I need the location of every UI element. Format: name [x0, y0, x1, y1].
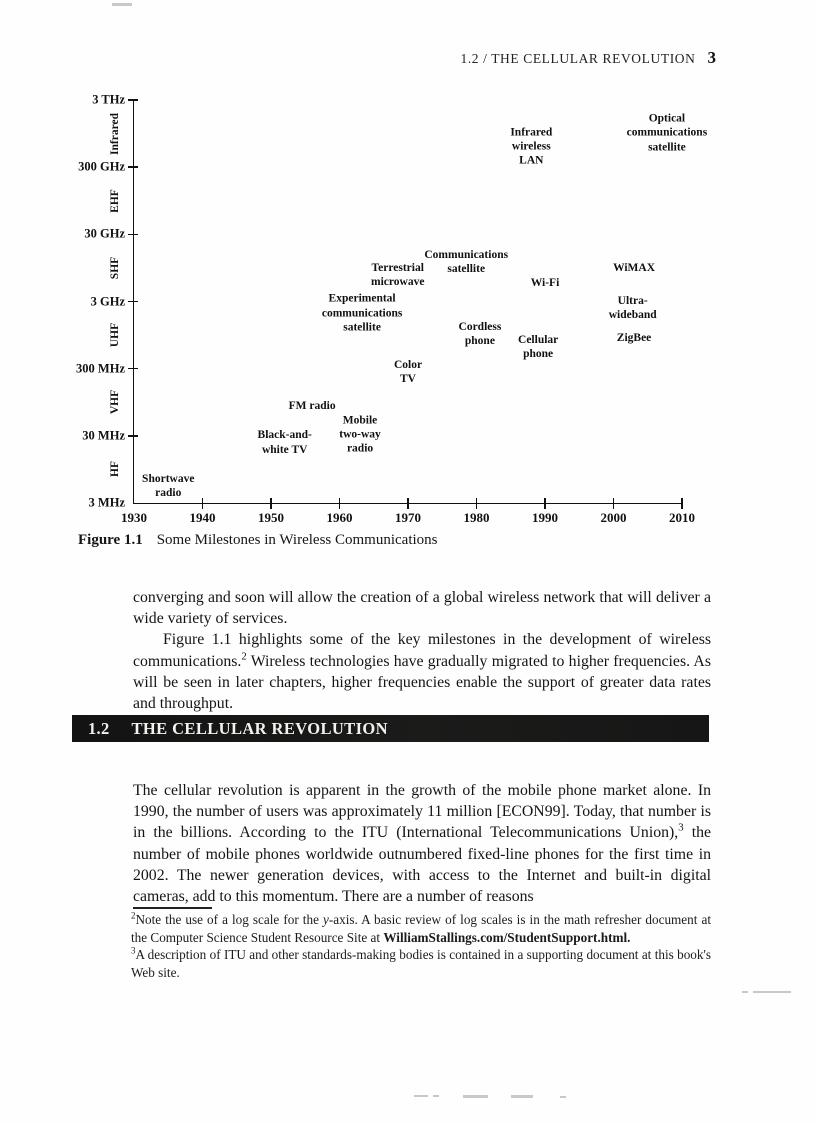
milestone-label: Terrestrial microwave [371, 261, 425, 289]
scan-artifact [753, 991, 791, 993]
x-axis-tick-label: 2010 [669, 510, 695, 525]
x-axis-tick [475, 498, 478, 509]
y-axis-tick-label: 3 THz [92, 92, 125, 107]
footnote-marker-3: 3 [678, 822, 684, 835]
y-axis-tick [128, 233, 138, 236]
x-axis-tick-label: 1930 [121, 510, 147, 525]
running-head: 1.2 / THE CELLULAR REVOLUTION 3 [460, 48, 716, 68]
footnote-2-italic-y: y [323, 912, 329, 927]
y-axis-tick-label: 300 MHz [76, 361, 125, 376]
x-axis-tick [201, 498, 204, 509]
milestone-label: Mobile two-way radio [339, 414, 381, 456]
footnote-3-text: A description of ITU and other standards… [131, 947, 711, 980]
scan-artifact [511, 1095, 533, 1098]
section-heading-bar: 1.2 THE CELLULAR REVOLUTION [72, 715, 709, 742]
x-axis-tick-label: 1960 [326, 510, 353, 525]
figure-caption-text: Some Milestones in Wireless Communicatio… [156, 532, 438, 548]
y-axis-tick-label: 300 GHz [78, 159, 125, 174]
scan-artifact [463, 1095, 488, 1098]
x-axis-tick [544, 498, 546, 509]
footnote-3-marker: 3 [131, 945, 136, 956]
y-axis-tick-label: 3 GHz [90, 294, 125, 308]
x-axis-tick [338, 498, 341, 509]
milestone-label: ZigBee [616, 331, 652, 344]
milestone-label: Black-and- white TV [257, 429, 312, 456]
figure-caption: Figure 1.1 Some Milestones in Wireless Co… [78, 532, 438, 549]
para2-text-b: Wireless technologies have gradually mig… [133, 652, 711, 713]
paragraph-continuation: converging and soon will allow the creat… [133, 588, 711, 628]
scan-artifact [414, 1095, 428, 1097]
milestone-label: Color TV [393, 358, 423, 385]
milestone-label: Ultra- wideband [608, 294, 657, 321]
milestone-label: Cordless phone [458, 320, 502, 347]
para3-text-b: the number of mobile phones worldwide ou… [133, 824, 712, 906]
scan-artifact [112, 3, 132, 6]
frequency-band-label: HF [109, 461, 121, 478]
milestone-label: Communications satellite [424, 248, 509, 276]
scan-artifact [433, 1095, 439, 1097]
milestone-label: Experimental communications satellite [321, 292, 403, 334]
paragraph-figure-discussion: Figure 1.1 highlights some of the key mi… [133, 629, 711, 714]
page-number: 3 [707, 48, 717, 67]
milestone-label: WiMAX [613, 262, 656, 275]
frequency-band-label: UHF [109, 322, 121, 348]
footnote-2-text-b: -axis. A basic review of log scales is i… [131, 912, 711, 945]
y-axis-tick [128, 435, 138, 437]
para3-text-a: The cellular revolution is apparent in t… [133, 781, 711, 842]
y-axis-tick [128, 300, 138, 303]
frequency-band-label: EHF [109, 188, 121, 213]
x-axis-tick-label: 2000 [600, 510, 627, 525]
x-axis-tick [681, 498, 683, 509]
frequency-band-label: SHF [109, 256, 121, 280]
milestone-label: Infrared wireless LAN [510, 126, 553, 168]
milestone-label: Wi-Fi [530, 277, 560, 290]
scan-artifact [560, 1096, 566, 1098]
milestone-label: Cellular phone [518, 333, 559, 361]
footnote-3: 3A description of ITU and other standard… [131, 946, 711, 981]
footnote-marker-2: 2 [241, 650, 247, 663]
frequency-band-label: Infrared [109, 112, 121, 155]
x-axis-tick [407, 498, 409, 509]
running-head-title: 1.2 / THE CELLULAR REVOLUTION [460, 51, 696, 66]
x-axis-tick-label: 1980 [463, 510, 490, 525]
frequency-band-label: VHF [109, 390, 121, 415]
milestone-label: FM radio [288, 400, 336, 413]
x-axis-tick-label: 1990 [532, 510, 558, 525]
x-axis-tick-label: 1940 [189, 510, 216, 525]
x-axis-tick [612, 498, 615, 509]
y-axis-tick-label: 3 MHz [88, 495, 125, 510]
y-axis-tick [128, 166, 138, 168]
y-axis-tick [128, 99, 138, 101]
y-axis-tick-label: 30 MHz [82, 428, 125, 443]
y-axis-tick [128, 367, 138, 370]
section-title: THE CELLULAR REVOLUTION [131, 718, 388, 738]
x-axis-tick-label: 1950 [258, 510, 284, 525]
x-axis-tick [270, 498, 272, 509]
milestone-label: Shortwave radio [142, 472, 195, 499]
footnote-2-text-a: Note the use of a log scale for the [135, 912, 323, 927]
footnote-rule [133, 907, 212, 909]
x-axis-tick-label: 1970 [395, 510, 421, 525]
footnote-2-url: WilliamStallings.com/StudentSupport.html… [383, 929, 631, 945]
figure-plot: 3 THz 300 GHz 30 GHz 3 GHz 300 MHz 30 MHz 3 MH… [76, 93, 707, 526]
footnote-2: 2Note the use of a log scale for the y-a… [131, 911, 711, 946]
milestone-label: Optical communications satellite [626, 112, 708, 154]
footnotes: 2Note the use of a log scale for the y-a… [131, 911, 711, 981]
footnote-2-marker: 2 [131, 910, 136, 921]
para2-text-a: Figure 1.1 highlights some of the key mi… [133, 631, 711, 670]
figure-caption-label: Figure 1.1 [78, 532, 143, 548]
scan-artifact [742, 991, 748, 993]
paragraph-cellular-revolution: The cellular revolution is apparent in t… [133, 780, 711, 908]
section-number: 1.2 [88, 718, 110, 738]
y-axis-tick-label: 30 GHz [84, 226, 125, 241]
